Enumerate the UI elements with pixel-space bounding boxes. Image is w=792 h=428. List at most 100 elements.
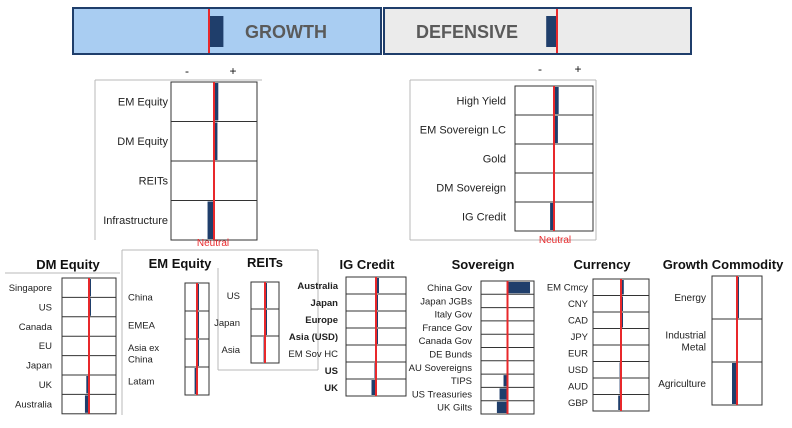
category-label: CNY — [568, 299, 589, 310]
panel-title: IG Credit — [340, 257, 396, 272]
header-growth: GROWTH — [72, 7, 382, 55]
defensive-box — [383, 7, 692, 55]
category-label: Canada Gov — [419, 336, 473, 347]
defensive-tilt-bar — [546, 16, 557, 47]
defensive-label: DEFENSIVE — [416, 22, 518, 42]
category-label: Italy Gov — [435, 310, 473, 321]
neutral-label: Neutral — [539, 235, 571, 246]
category-label: Japan — [311, 298, 339, 309]
category-label: Australia — [297, 281, 338, 292]
category-label: France Gov — [422, 323, 472, 334]
minus-marker: - — [538, 62, 542, 76]
bar — [214, 122, 218, 160]
category-label: US — [39, 302, 52, 313]
minus-marker: - — [185, 64, 189, 78]
bar — [503, 375, 508, 387]
bar — [86, 376, 89, 394]
bar — [84, 395, 89, 413]
panel-5: Australia Japan Europe Asia (USD) EM Sov HC U… — [288, 257, 407, 397]
charts-layer: EM Equity DM Equity REITs Infrastructure - + N… — [9, 62, 784, 415]
category-label: China Gov — [427, 283, 472, 294]
bar — [621, 280, 624, 295]
category-label: Singapore — [9, 283, 52, 294]
bar — [371, 380, 376, 395]
category-label: Asia ex China — [128, 343, 159, 366]
category-label: EM Cmcy — [547, 283, 588, 294]
category-label: UK — [324, 383, 338, 394]
category-label: Industrial Metal — [665, 331, 706, 354]
bar — [618, 395, 621, 410]
header-defensive: DEFENSIVE — [383, 7, 692, 55]
category-label: Gold — [483, 153, 506, 165]
category-label: Asia — [222, 345, 241, 356]
plus-marker: + — [229, 64, 236, 78]
category-label-line: Asia ex — [128, 343, 159, 354]
category-label: US — [325, 366, 338, 377]
category-label: DE Bunds — [429, 349, 472, 360]
category-label: IG Credit — [462, 211, 506, 223]
category-label: EM Sov HC — [288, 349, 338, 360]
category-label: JPY — [571, 332, 589, 343]
panel-title: Sovereign — [452, 257, 515, 272]
panel-8: Energy Industrial Metal Agriculture Growth C… — [658, 257, 784, 406]
category-label: EUR — [568, 349, 588, 360]
category-label: DM Sovereign — [436, 182, 506, 194]
bar — [554, 116, 558, 143]
category-label: China — [128, 292, 154, 303]
growth-tilt-bar — [209, 16, 224, 47]
bar — [214, 83, 219, 121]
panel-4: US Japan Asia REITs — [214, 255, 283, 364]
bar — [499, 388, 508, 400]
panel-6: China Gov Japan JGBs Italy Gov France Gov Ca… — [409, 257, 535, 415]
bar — [194, 368, 197, 394]
bar — [207, 201, 214, 239]
growth-label: GROWTH — [245, 22, 327, 42]
category-label: CAD — [568, 316, 588, 327]
panel-0: EM Equity DM Equity REITs Infrastructure - + N… — [103, 64, 258, 249]
category-label: Energy — [674, 293, 706, 304]
panel-title: DM Equity — [36, 257, 100, 272]
category-label: US Treasuries — [412, 389, 472, 400]
bar — [376, 278, 379, 293]
category-label: GBP — [568, 398, 588, 409]
category-label: EU — [39, 341, 52, 352]
panel-7: EM Cmcy CNY CAD JPY EUR USD AUD GBP Currency — [547, 257, 650, 412]
category-label: UK Gilts — [437, 403, 472, 414]
panel-title: EM Equity — [149, 256, 213, 271]
growth-box — [72, 7, 382, 55]
category-label: EM Sovereign LC — [420, 124, 506, 136]
panel-1: High Yield EM Sovereign LC Gold DM Sovereig… — [420, 62, 594, 246]
category-label: USD — [568, 365, 588, 376]
category-label: REITs — [139, 176, 169, 188]
category-label: TIPS — [451, 376, 472, 387]
category-label: EM Equity — [118, 97, 169, 109]
panel-title: Currency — [573, 257, 631, 272]
category-label: Latam — [128, 376, 154, 387]
frame-lines — [5, 79, 597, 415]
category-label-line: Metal — [682, 343, 706, 354]
bar — [550, 203, 554, 230]
category-label: Japan — [26, 361, 52, 372]
category-label: Japan — [214, 318, 240, 329]
bar — [554, 87, 559, 114]
category-label: EMEA — [128, 320, 156, 331]
category-label: High Yield — [456, 95, 506, 107]
category-label-line: Industrial — [665, 331, 706, 342]
category-label: AUD — [568, 382, 588, 393]
panel-2: Singapore US Canada EU Japan UK Australia DM Eq… — [9, 257, 117, 415]
bar — [732, 363, 737, 404]
category-label: Infrastructure — [103, 215, 168, 227]
category-label: Agriculture — [658, 379, 706, 390]
panel-title: REITs — [247, 255, 283, 270]
category-label: Japan JGBs — [420, 296, 472, 307]
plus-marker: + — [574, 62, 581, 76]
category-label: AU Sovereigns — [409, 363, 473, 374]
category-label: Asia (USD) — [289, 332, 338, 343]
category-label-line: China — [128, 355, 154, 366]
neutral-label: Neutral — [197, 238, 229, 249]
category-label: UK — [39, 380, 53, 391]
category-label: Australia — [15, 399, 53, 410]
category-label: US — [227, 291, 240, 302]
